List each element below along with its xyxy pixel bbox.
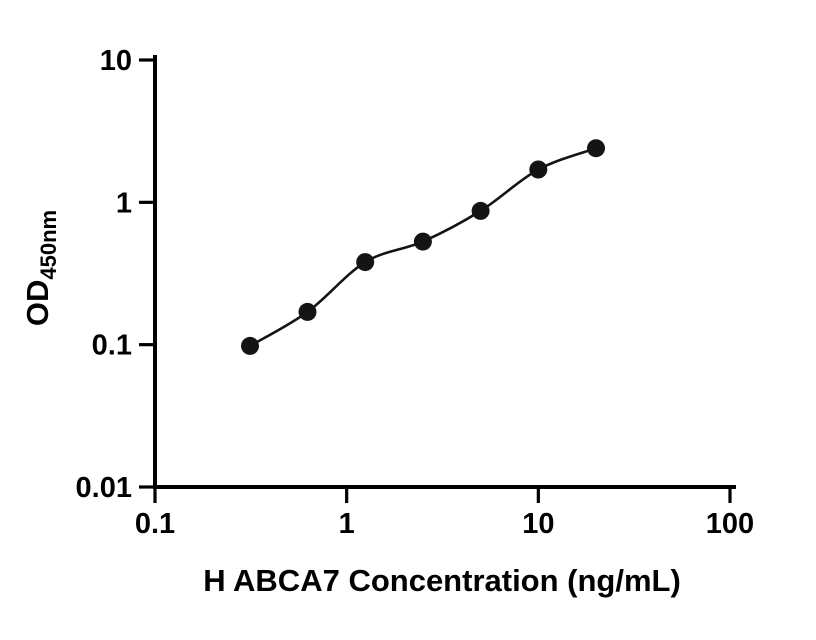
y-tick-label: 0.01 — [76, 472, 132, 504]
y-tick-label: 1 — [116, 187, 132, 219]
y-axis-title-main: OD — [20, 280, 55, 327]
x-axis-title: H ABCA7 Concentration (ng/mL) — [203, 563, 681, 598]
x-tick-label: 0.1 — [135, 508, 175, 540]
data-point — [241, 336, 259, 355]
y-tick-label: 0.1 — [92, 330, 132, 362]
data-point — [471, 201, 490, 220]
y-axis-title-sub: 450nm — [36, 210, 61, 280]
data-point — [587, 139, 605, 158]
data-point — [356, 253, 375, 272]
data-point — [298, 302, 317, 321]
x-tick-label: 10 — [522, 508, 554, 540]
x-tick-label: 1 — [339, 508, 355, 540]
data-point — [529, 160, 548, 179]
y-axis-title: OD450nm — [20, 210, 61, 326]
x-tick-label: 100 — [706, 508, 754, 540]
y-tick-label: 10 — [100, 45, 132, 77]
data-point — [413, 232, 432, 251]
